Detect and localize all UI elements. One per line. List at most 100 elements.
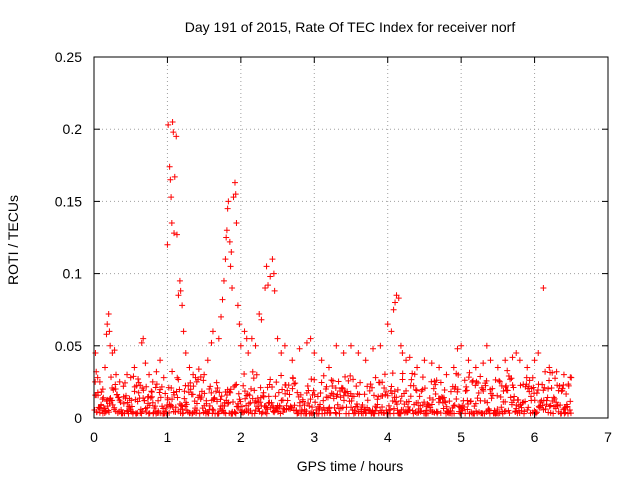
data-point xyxy=(99,396,106,403)
data-point xyxy=(413,387,420,394)
data-point xyxy=(465,374,472,381)
data-point xyxy=(325,405,332,412)
data-point xyxy=(348,397,355,404)
data-point xyxy=(428,378,435,385)
data-point xyxy=(389,370,396,377)
data-point xyxy=(275,389,282,396)
data-point xyxy=(232,382,239,389)
data-point xyxy=(357,379,364,386)
data-point xyxy=(425,402,432,409)
data-point xyxy=(419,386,426,393)
data-point xyxy=(432,391,439,398)
x-tick-label: 2 xyxy=(237,429,245,445)
x-tick-label: 6 xyxy=(531,429,539,445)
data-point xyxy=(487,357,494,364)
data-point xyxy=(483,342,490,349)
data-point xyxy=(149,399,156,406)
data-point xyxy=(330,390,337,397)
data-point xyxy=(350,376,357,383)
data-point xyxy=(463,383,470,390)
data-point xyxy=(524,364,531,371)
data-point xyxy=(233,220,240,227)
data-point xyxy=(443,371,450,378)
data-point xyxy=(397,410,404,417)
data-point xyxy=(180,410,187,417)
y-tick-label: 0.15 xyxy=(55,193,82,209)
data-point xyxy=(228,248,235,255)
data-point xyxy=(157,357,164,364)
data-point xyxy=(314,393,321,400)
data-point xyxy=(320,397,327,404)
data-point xyxy=(389,397,396,404)
data-point xyxy=(421,385,428,392)
data-point xyxy=(559,385,566,392)
data-point xyxy=(326,410,333,417)
data-point xyxy=(171,230,178,237)
data-point xyxy=(189,391,196,398)
data-point xyxy=(458,342,465,349)
data-point xyxy=(566,407,573,414)
data-point xyxy=(224,205,231,212)
data-point xyxy=(447,388,454,395)
data-point xyxy=(387,406,394,413)
data-point xyxy=(248,335,255,342)
data-point xyxy=(347,390,354,397)
data-point xyxy=(303,339,310,346)
x-tick-label: 0 xyxy=(90,429,98,445)
data-point xyxy=(217,396,224,403)
data-point xyxy=(229,285,236,292)
x-tick-label: 3 xyxy=(310,429,318,445)
data-point xyxy=(542,406,549,413)
data-point xyxy=(509,354,516,361)
data-point xyxy=(109,397,116,404)
data-point xyxy=(92,350,99,357)
data-point xyxy=(475,380,482,387)
data-point xyxy=(326,404,333,411)
data-point xyxy=(138,339,145,346)
data-point xyxy=(296,345,303,352)
data-point xyxy=(428,360,435,367)
data-point xyxy=(168,220,175,227)
data-point xyxy=(133,382,140,389)
data-point xyxy=(565,382,572,389)
data-point xyxy=(353,383,360,390)
data-point xyxy=(297,391,304,398)
data-points xyxy=(91,118,575,417)
data-point xyxy=(291,402,298,409)
data-point xyxy=(318,379,325,386)
data-point xyxy=(414,364,421,371)
data-point xyxy=(246,392,253,399)
data-point xyxy=(227,386,234,393)
data-point xyxy=(337,394,344,401)
data-point xyxy=(361,391,368,398)
data-point xyxy=(331,404,338,411)
data-point xyxy=(370,345,377,352)
data-point xyxy=(152,384,159,391)
data-point xyxy=(216,389,223,396)
data-point xyxy=(369,407,376,414)
data-point xyxy=(519,399,526,406)
data-point xyxy=(130,373,137,380)
data-point xyxy=(146,402,153,409)
data-point xyxy=(112,385,119,392)
data-point xyxy=(201,371,208,378)
data-point xyxy=(237,398,244,405)
data-point xyxy=(489,385,496,392)
data-point xyxy=(198,394,205,401)
data-point xyxy=(502,357,509,364)
data-point xyxy=(242,395,249,402)
data-point xyxy=(550,410,557,417)
data-point xyxy=(210,407,217,414)
data-point xyxy=(391,388,398,395)
data-point xyxy=(146,371,153,378)
data-point xyxy=(311,391,318,398)
data-point xyxy=(114,391,121,398)
data-point xyxy=(156,389,163,396)
data-point xyxy=(179,406,186,413)
data-point xyxy=(355,350,362,357)
data-point xyxy=(94,374,101,381)
data-point xyxy=(419,374,426,381)
data-point xyxy=(250,375,257,382)
data-point xyxy=(135,376,142,383)
